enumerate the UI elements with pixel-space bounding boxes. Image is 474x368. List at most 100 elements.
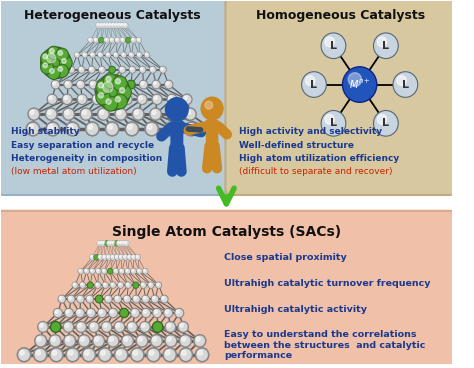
Circle shape [58,50,63,55]
Circle shape [58,67,63,71]
Circle shape [113,268,119,274]
Circle shape [111,283,113,285]
Text: Homogeneous Catalysts: Homogeneous Catalysts [255,9,425,22]
Circle shape [142,295,149,303]
Circle shape [103,283,106,285]
Circle shape [153,322,163,332]
Circle shape [78,268,83,274]
Circle shape [130,53,132,55]
Circle shape [169,96,172,100]
Circle shape [103,82,113,92]
Circle shape [80,337,84,341]
Circle shape [78,335,90,347]
Circle shape [102,240,108,246]
Circle shape [131,254,137,260]
Circle shape [119,255,121,258]
Circle shape [78,66,85,73]
Circle shape [125,297,127,299]
Circle shape [59,56,72,70]
Text: L: L [383,41,389,51]
Circle shape [77,94,87,105]
Circle shape [114,295,121,303]
Circle shape [154,310,157,313]
Circle shape [134,297,137,299]
Circle shape [321,33,346,59]
Circle shape [120,24,123,25]
Circle shape [111,240,117,246]
Circle shape [122,241,124,244]
Circle shape [154,96,157,100]
Circle shape [393,72,418,98]
Circle shape [102,282,109,289]
Circle shape [149,283,151,285]
Circle shape [118,282,124,289]
Circle shape [79,96,82,100]
Circle shape [103,82,106,85]
Text: Well-defined structure: Well-defined structure [239,141,354,150]
Circle shape [187,124,191,129]
Circle shape [160,295,168,303]
Circle shape [137,268,142,274]
Circle shape [91,269,92,271]
Circle shape [97,269,99,271]
Circle shape [165,350,170,355]
Text: (difficult to separate and recover): (difficult to separate and recover) [239,167,392,176]
Text: Close spatial proximity: Close spatial proximity [225,253,347,262]
Circle shape [106,254,112,260]
Circle shape [182,94,192,105]
Circle shape [79,269,81,271]
Circle shape [88,66,95,73]
Circle shape [115,37,120,43]
Circle shape [117,350,121,355]
Circle shape [137,53,139,55]
Circle shape [66,348,79,362]
Circle shape [63,322,73,332]
Circle shape [150,108,162,120]
Circle shape [138,337,142,341]
Circle shape [88,37,93,43]
Circle shape [207,124,211,129]
Circle shape [125,122,138,136]
Circle shape [89,322,99,332]
Circle shape [55,310,58,313]
Text: High atom utilization efficiency: High atom utilization efficiency [239,154,399,163]
Circle shape [107,240,112,246]
Circle shape [28,124,33,129]
Circle shape [137,269,140,271]
Circle shape [106,99,111,104]
Circle shape [96,80,110,95]
Circle shape [103,323,107,327]
Circle shape [118,254,124,260]
Circle shape [148,282,154,289]
Circle shape [149,66,156,73]
Circle shape [113,52,119,58]
Circle shape [80,282,86,289]
Circle shape [109,337,113,341]
Circle shape [167,124,172,129]
Circle shape [28,108,40,120]
Circle shape [64,96,67,100]
Circle shape [43,63,47,68]
Circle shape [132,108,144,120]
Circle shape [120,67,122,70]
Circle shape [122,94,132,105]
Circle shape [155,282,162,289]
Circle shape [83,53,85,55]
Circle shape [131,268,137,274]
Circle shape [175,308,184,318]
Circle shape [38,322,48,332]
Circle shape [95,295,103,303]
Circle shape [110,254,116,260]
Circle shape [86,295,94,303]
Circle shape [68,350,73,355]
Circle shape [305,76,315,85]
Circle shape [95,282,101,289]
Circle shape [51,337,55,341]
Circle shape [68,124,73,129]
Circle shape [96,268,101,274]
Circle shape [130,308,140,318]
Text: Easy separation and recycle: Easy separation and recycle [11,141,155,150]
Circle shape [98,52,103,58]
Circle shape [41,47,71,79]
Circle shape [82,110,86,114]
